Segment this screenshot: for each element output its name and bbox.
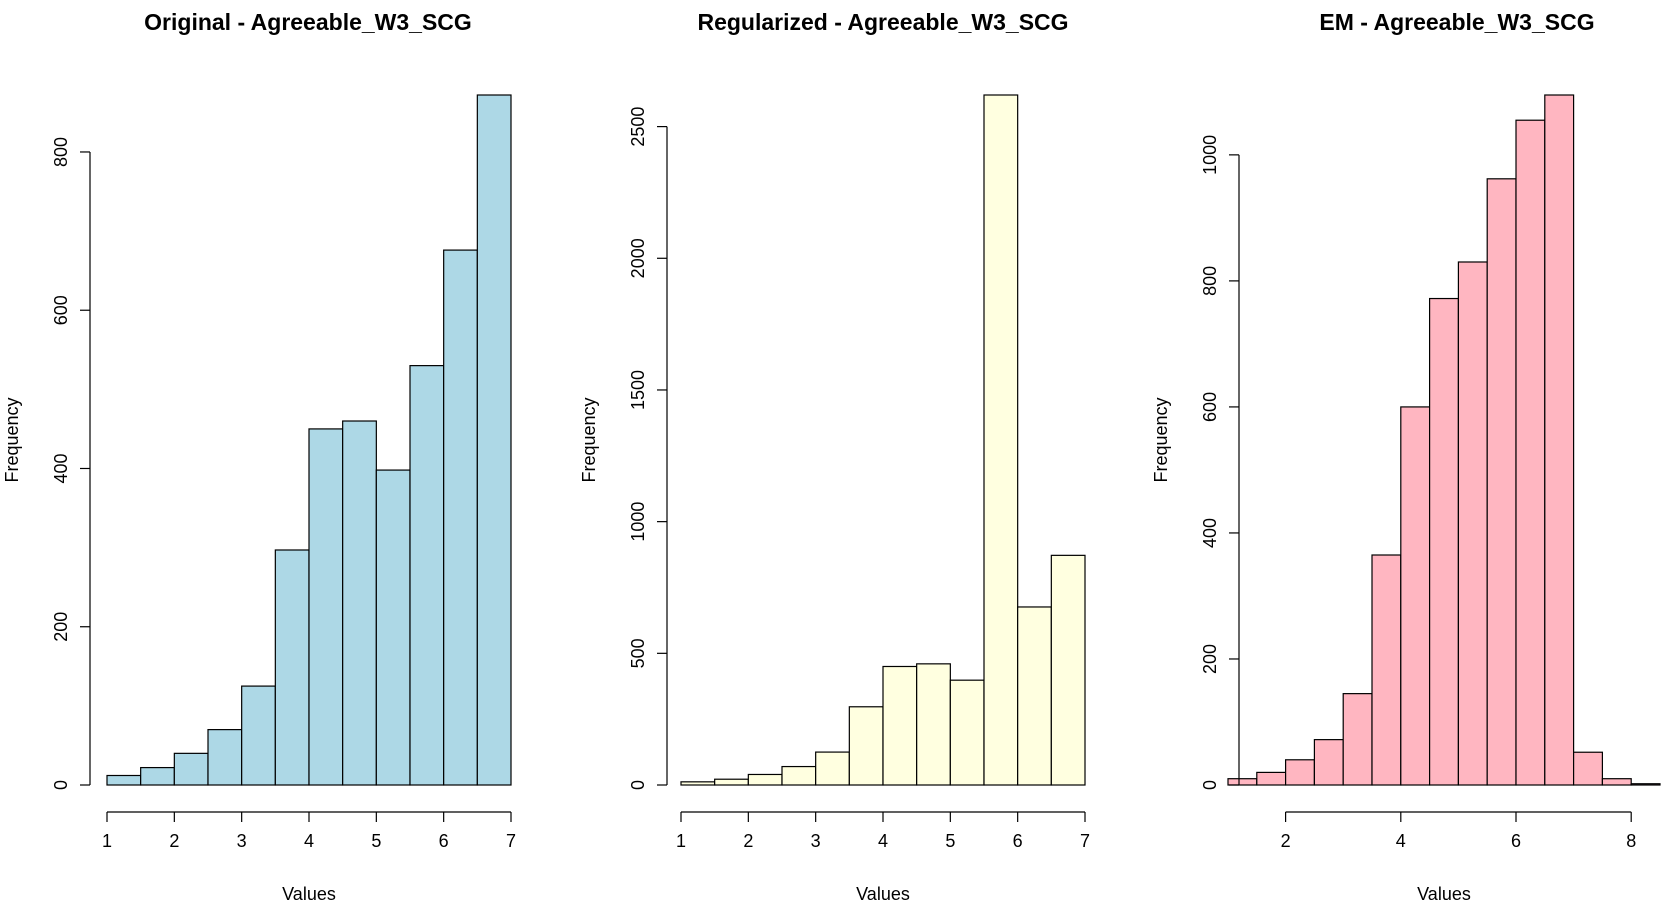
histogram-bar (848, 706, 884, 786)
histogram-bar (1227, 778, 1258, 786)
histogram-bar (1256, 771, 1287, 786)
x-tick-label: 5 (371, 831, 381, 851)
x-tick-label: 2 (169, 831, 179, 851)
y-tick-label: 200 (51, 612, 71, 642)
x-tick-label: 4 (1396, 831, 1406, 851)
histogram-bar (342, 420, 377, 786)
x-tick-label: 4 (878, 831, 888, 851)
histogram-bar (1630, 783, 1661, 786)
histogram-bar (443, 249, 478, 786)
histogram-bar (1017, 606, 1052, 786)
histogram-bar (274, 549, 310, 786)
x-tick-label: 6 (439, 831, 449, 851)
histogram-bar (1342, 693, 1373, 786)
chart-title: Regularized - Agreeable_W3_SCG (697, 9, 1068, 35)
histogram-bar (1486, 178, 1517, 786)
x-tick-label: 7 (506, 831, 516, 851)
y-tick-label: 1000 (1200, 135, 1220, 175)
x-tick-label: 1 (102, 831, 112, 851)
histogram-bar (815, 751, 850, 786)
histogram-bar (680, 781, 716, 786)
histogram-bar (1457, 261, 1488, 786)
x-tick-label: 2 (1281, 831, 1291, 851)
histogram-bar (781, 765, 817, 786)
y-tick-label: 0 (1200, 780, 1220, 790)
y-tick-label: 1000 (628, 502, 648, 542)
histogram-bar (308, 428, 344, 786)
x-tick-label: 4 (304, 831, 314, 851)
histogram-bar (140, 766, 175, 786)
chart-title: EM - Agreeable_W3_SCG (1319, 9, 1594, 35)
y-axis-label: Frequency (1151, 397, 1171, 482)
y-tick-label: 600 (1200, 392, 1220, 422)
histogram-bar (1428, 297, 1459, 786)
chart-panel-1: Original - Agreeable_W3_SCG 1 2 3 4 5 6 7 0 200 40… (2, 9, 516, 904)
histogram-bar (747, 773, 783, 786)
y-tick-label: 400 (1200, 518, 1220, 548)
y-axis-label: Frequency (2, 397, 22, 482)
y-axis-label: Frequency (579, 397, 599, 482)
histogram-bar (1371, 554, 1402, 786)
histogram-bar (106, 774, 142, 786)
histogram-bar (714, 778, 749, 786)
chart-panel-3: EM - Agreeable_W3_SCG 2 4 6 8 0 200 400 600 800 10… (1151, 9, 1661, 904)
x-tick-label: 2 (743, 831, 753, 851)
y-tick-label: 1500 (628, 370, 648, 410)
y-tick-label: 0 (628, 780, 648, 790)
x-axis-label: Values (856, 884, 910, 904)
histogram-bar (1284, 759, 1315, 786)
x-tick-label: 1 (676, 831, 686, 851)
chart-title: Original - Agreeable_W3_SCG (144, 9, 472, 35)
x-tick-label: 6 (1511, 831, 1521, 851)
histogram-bar (409, 365, 445, 786)
histogram-bar (882, 665, 918, 786)
x-tick-label: 5 (945, 831, 955, 851)
x-tick-label: 6 (1013, 831, 1023, 851)
histogram-bar (1400, 406, 1431, 786)
histogram-bar (173, 752, 209, 786)
histogram-bar (241, 685, 276, 786)
y-tick-label: 2500 (628, 107, 648, 147)
histogram-bar (1601, 778, 1632, 786)
y-tick-label: 400 (51, 453, 71, 483)
x-tick-label: 8 (1626, 831, 1636, 851)
histogram-bar (983, 94, 1019, 786)
histogram-bar (476, 94, 512, 786)
x-tick-label: 3 (237, 831, 247, 851)
x-axis-label: Values (282, 884, 336, 904)
y-tick-label: 200 (1200, 644, 1220, 674)
y-tick-label: 800 (1200, 266, 1220, 296)
x-tick-label: 3 (811, 831, 821, 851)
y-tick-label: 2000 (628, 238, 648, 278)
histogram-bar (375, 469, 411, 786)
histogram-bar (916, 663, 951, 786)
x-axis-label: Values (1417, 884, 1471, 904)
histogram-bar (949, 679, 985, 786)
chart-panel-2: Regularized - Agreeable_W3_SCG 1 2 3 4 5 6 7 0 50… (579, 9, 1090, 904)
x-tick-label: 7 (1080, 831, 1090, 851)
histogram-bar (207, 729, 243, 786)
y-tick-label: 600 (51, 295, 71, 325)
y-tick-label: 800 (51, 137, 71, 167)
histogram-bar (1515, 119, 1546, 786)
histogram-bar (1544, 94, 1575, 786)
y-tick-label: 0 (51, 780, 71, 790)
histogram-bar (1050, 554, 1086, 786)
y-tick-label: 500 (628, 638, 648, 668)
histogram-bar (1572, 751, 1603, 786)
histogram-bar (1313, 739, 1344, 786)
